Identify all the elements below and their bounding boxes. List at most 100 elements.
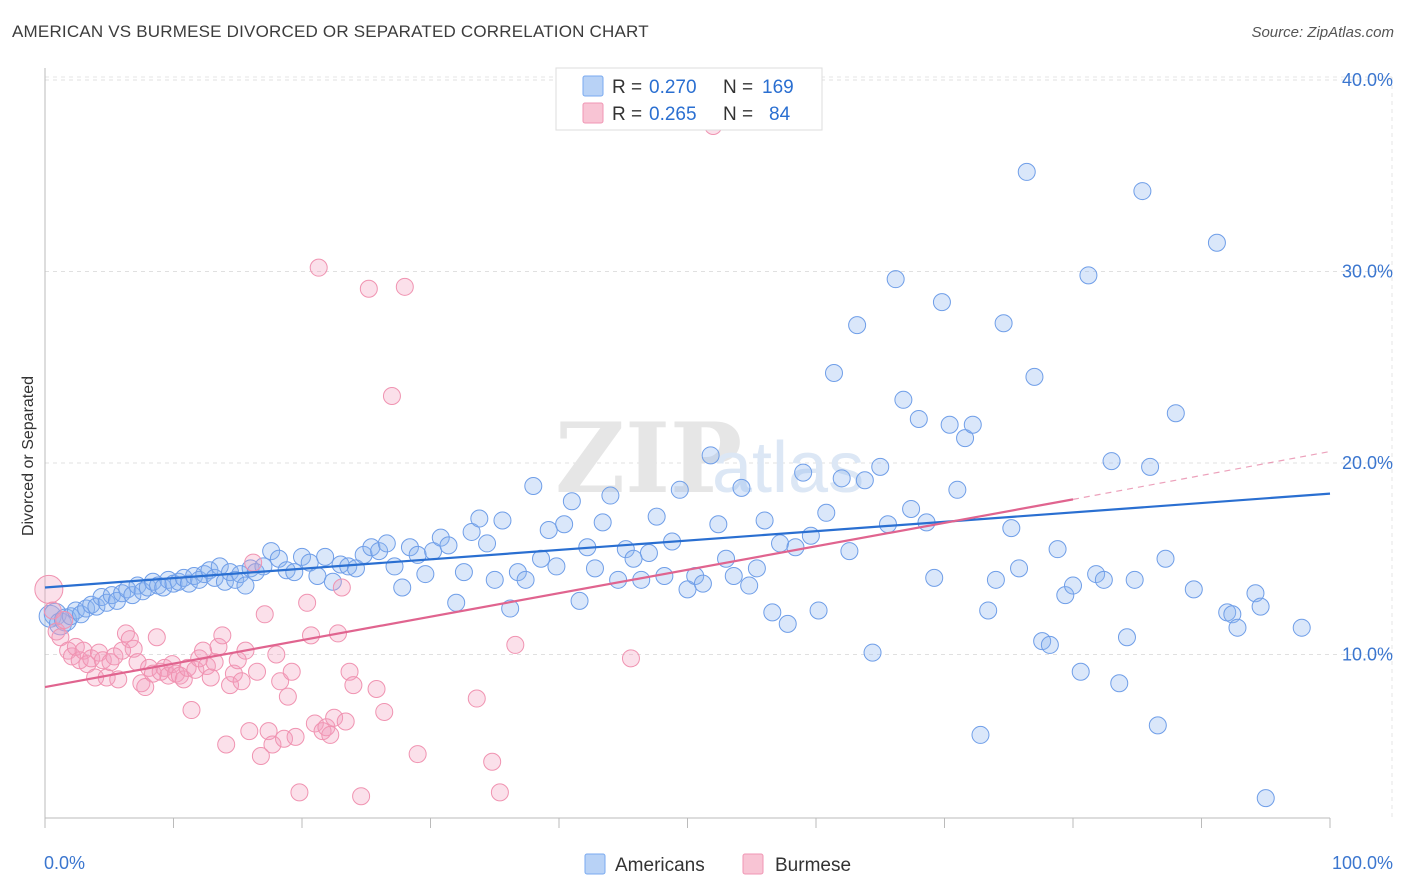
american-point [948,480,967,499]
watermark-atlas: atlas [712,428,864,508]
american-point [308,566,327,585]
american-point [493,511,512,530]
burmese-point [483,752,502,771]
x-tick-label: 100.0% [1332,853,1393,873]
american-point [871,457,890,476]
burmese-point [305,714,324,733]
burmese-point [309,258,328,277]
american-point [285,563,304,582]
american-point [226,570,245,589]
burmese-point [408,745,427,764]
american-point [1002,519,1021,538]
burmese-point [51,628,70,647]
american-point [809,601,828,620]
burmese-point [467,689,486,708]
burmese-point [375,702,394,721]
american-point [832,469,851,488]
chart-title: AMERICAN VS BURMESE DIVORCED OR SEPARATE… [12,22,649,41]
legend-swatch-americans [582,75,604,97]
burmese-point [178,658,197,677]
legend-r-label-burmese: R = [612,104,642,125]
american-point [755,511,774,530]
burmese-point [217,735,236,754]
american-point [478,534,497,553]
american-point [316,547,335,566]
burmese-point [336,712,355,731]
watermark: ZIP atlas [555,402,864,515]
burmese-point [382,386,401,405]
y-tick-label: 20.0% [1342,453,1393,473]
american-point [1251,597,1270,616]
american-point [1010,559,1029,578]
american-point [740,576,759,595]
american-point [323,572,342,591]
american-point [501,599,520,618]
american-point [855,471,874,490]
american-point [562,492,581,511]
american-point [1141,457,1160,476]
american-point [570,591,589,610]
legend-r-value-burmese: 0.265 [649,104,697,125]
american-point [555,515,574,534]
american-point [956,429,975,448]
burmese-point [271,672,290,691]
series-burmese [34,116,723,806]
burmese-point [344,676,363,695]
american-point [431,528,450,547]
axes [44,68,1331,828]
legend-top: R = 0.270 N = 169 R = 0.265 N = 84 [555,67,823,131]
american-point [848,316,867,335]
y-axis-label: Divorced or Separated [20,376,37,536]
x-tick-labels: 0.0% 100.0% [44,853,1393,873]
watermark-zip: ZIP [555,402,742,515]
burmese-point [325,708,344,727]
american-point [986,570,1005,589]
american-point [1094,570,1113,589]
american-point [393,578,412,597]
american-point [87,597,106,616]
american-point [824,363,843,382]
burmese-point [74,641,93,660]
burmese-point [240,722,259,741]
american-point [1223,605,1242,624]
american-point [454,563,473,582]
american-point [1166,404,1185,423]
legend-bottom-label-americans: Americans [615,855,705,876]
trend-line-americans [44,492,1331,589]
american-point [732,478,751,497]
american-point [647,507,666,526]
chart-source: Source: ZipAtlas.com [1251,24,1394,41]
legend-bottom: Americans Burmese [584,853,851,876]
burmese-point [263,735,282,754]
burmese-point [352,787,371,806]
american-point [1207,233,1226,252]
american-point [747,559,766,578]
burmese-point [332,578,351,597]
burmese-point [43,601,62,620]
american-point [1125,570,1144,589]
american-point [1156,549,1175,568]
american-point [1056,586,1075,605]
burmese-point [147,628,166,647]
american-point [979,601,998,620]
burmese-point [143,664,162,683]
burmese-point [55,611,74,630]
burmese-point [201,668,220,687]
legend-bottom-swatch-americans [584,853,606,875]
burmese-point [120,630,139,649]
burmese-point [301,626,320,645]
burmese-point [395,277,414,296]
y-tick-label: 10.0% [1342,645,1393,665]
burmese-point [359,279,378,298]
trend-line-burmese [44,498,1074,689]
american-point [670,480,689,499]
burmese-point [259,722,278,741]
american-point [609,570,628,589]
american-point [370,542,389,561]
burmese-point [367,679,386,698]
y-tick-label: 40.0% [1342,70,1393,90]
burmese-point [136,678,155,697]
legend-r-value-americans: 0.270 [649,77,697,98]
american-point [262,542,281,561]
